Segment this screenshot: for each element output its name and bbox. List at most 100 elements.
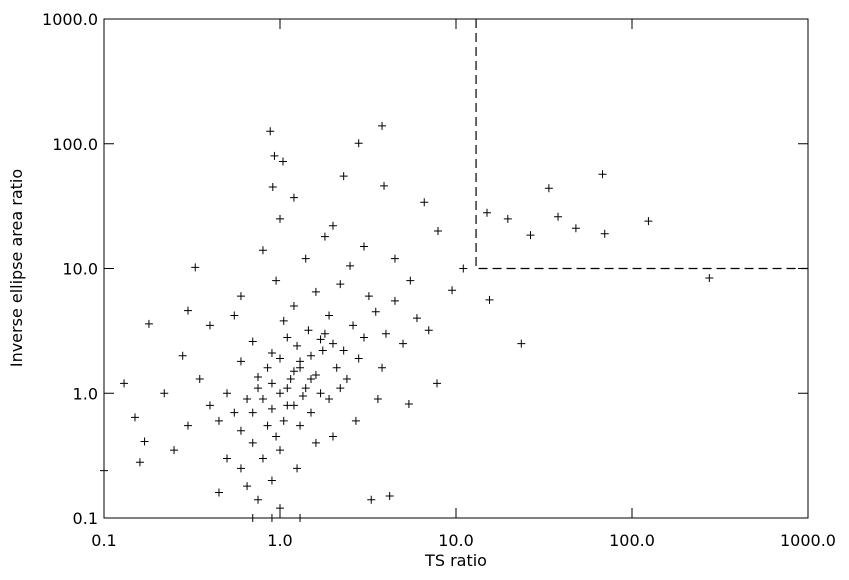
point (371, 307, 380, 316)
point (554, 212, 563, 221)
point (485, 295, 494, 304)
point (526, 231, 535, 240)
point (267, 476, 276, 485)
point (373, 394, 382, 403)
point (328, 221, 337, 230)
point (236, 464, 245, 473)
point (289, 367, 298, 376)
x-tick-label: 0.1 (91, 531, 116, 550)
point (598, 170, 607, 179)
point (378, 363, 387, 372)
x-tick-label: 1000.0 (780, 531, 836, 550)
point (140, 437, 149, 446)
point (448, 286, 457, 295)
point (342, 375, 351, 384)
point (349, 321, 358, 330)
point (367, 495, 376, 504)
x-tick-label: 10.0 (438, 531, 474, 550)
point (359, 333, 368, 342)
point (243, 482, 252, 491)
point (266, 127, 275, 136)
point (346, 261, 355, 270)
point (178, 351, 187, 360)
point (191, 263, 200, 272)
point (258, 246, 267, 255)
point (144, 319, 153, 328)
point (459, 264, 468, 273)
y-tick-label: 1000.0 (42, 10, 98, 29)
point (230, 408, 239, 417)
point (316, 335, 325, 344)
point (272, 432, 281, 441)
point (254, 372, 263, 381)
point (354, 354, 363, 363)
point (328, 339, 337, 348)
point (236, 426, 245, 435)
point (339, 172, 348, 181)
point (278, 157, 287, 166)
point (263, 421, 272, 430)
point (258, 394, 267, 403)
point (325, 394, 334, 403)
point (404, 400, 413, 409)
x-axis-label: TS ratio (424, 551, 487, 570)
point (378, 121, 387, 130)
point (336, 280, 345, 289)
point (316, 389, 325, 398)
point (380, 181, 389, 190)
y-tick-label: 10.0 (62, 260, 98, 279)
point (433, 379, 442, 388)
point (381, 329, 390, 338)
point (279, 416, 288, 425)
point (254, 495, 263, 504)
point (296, 421, 305, 430)
point (298, 392, 307, 401)
point (311, 287, 320, 296)
point (325, 311, 334, 320)
point (248, 408, 257, 417)
point (276, 214, 284, 223)
point (160, 389, 169, 398)
point (258, 454, 267, 463)
point (301, 384, 310, 393)
point (306, 351, 315, 360)
x-tick-label: 100.0 (609, 531, 655, 550)
point (214, 488, 223, 497)
point (170, 446, 179, 455)
point (283, 333, 292, 342)
point (130, 413, 139, 422)
point (351, 416, 360, 425)
point (328, 432, 337, 441)
y-tick-label: 100.0 (52, 135, 98, 154)
point (301, 254, 310, 263)
point (296, 363, 305, 372)
point (214, 416, 223, 425)
point (276, 354, 284, 363)
point (406, 276, 415, 285)
point (306, 408, 315, 417)
point (267, 404, 276, 413)
point (267, 349, 276, 358)
point (267, 514, 276, 522)
point (482, 208, 491, 217)
point (390, 296, 399, 305)
point (318, 346, 327, 355)
y-axis-label: Inverse ellipse area ratio (7, 169, 26, 367)
point (433, 226, 442, 235)
point (276, 389, 284, 398)
point (320, 329, 329, 338)
point (286, 375, 295, 384)
point (100, 466, 108, 475)
point (336, 384, 345, 393)
point (544, 184, 553, 193)
point (705, 273, 714, 282)
plot-frame (103, 18, 809, 519)
point (279, 316, 288, 325)
y-tick-label: 0.1 (73, 509, 98, 528)
point (311, 371, 320, 380)
point (223, 454, 232, 463)
point (276, 446, 284, 455)
point (283, 384, 292, 393)
point (293, 464, 302, 473)
point (304, 326, 313, 335)
